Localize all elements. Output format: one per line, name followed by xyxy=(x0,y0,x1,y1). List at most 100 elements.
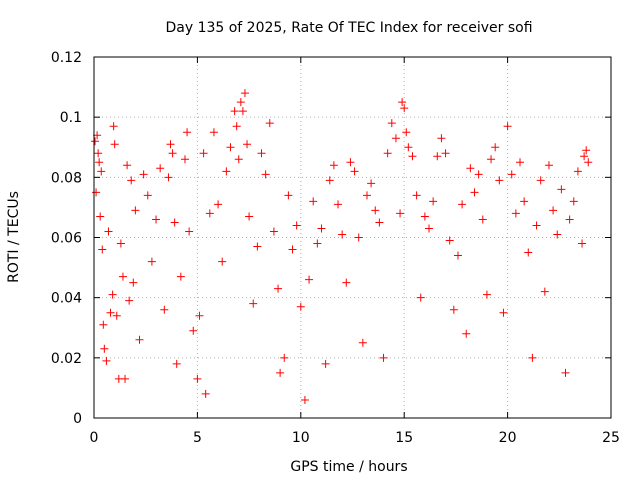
y-tick-label: 0.02 xyxy=(51,351,82,367)
data-point xyxy=(147,257,156,266)
x-tick-label: 25 xyxy=(602,430,620,446)
data-point xyxy=(257,149,266,158)
data-point xyxy=(226,143,235,152)
y-tick-label: 0.04 xyxy=(51,291,82,307)
data-point xyxy=(201,389,210,398)
x-tick-label: 0 xyxy=(90,430,99,446)
data-point xyxy=(544,161,553,170)
data-point xyxy=(127,176,136,185)
data-point xyxy=(232,122,241,131)
data-point xyxy=(300,395,309,404)
data-point xyxy=(329,161,338,170)
data-point xyxy=(321,359,330,368)
data-point xyxy=(309,197,318,206)
data-point xyxy=(249,299,258,308)
data-point xyxy=(458,200,467,209)
data-point xyxy=(466,164,475,173)
data-point xyxy=(176,272,185,281)
data-point xyxy=(243,140,252,149)
data-point xyxy=(557,185,566,194)
data-point xyxy=(139,170,148,179)
data-point xyxy=(116,239,125,248)
data-point xyxy=(491,143,500,152)
y-tick-label: 0.1 xyxy=(60,110,82,126)
data-point xyxy=(276,368,285,377)
x-tick-label: 5 xyxy=(193,430,202,446)
data-point xyxy=(185,227,194,236)
data-point xyxy=(449,305,458,314)
data-point xyxy=(367,179,376,188)
data-point xyxy=(482,290,491,299)
data-point xyxy=(100,344,109,353)
data-point xyxy=(92,188,101,197)
data-point xyxy=(296,302,305,311)
data-point xyxy=(97,167,106,176)
data-point xyxy=(253,242,262,251)
data-point xyxy=(209,128,218,137)
data-point xyxy=(516,158,525,167)
x-tick-label: 20 xyxy=(499,430,517,446)
data-point xyxy=(218,257,227,266)
data-point xyxy=(274,284,283,293)
data-point xyxy=(195,311,204,320)
data-point xyxy=(379,353,388,362)
data-point xyxy=(102,356,111,365)
data-point xyxy=(540,287,549,296)
data-point xyxy=(125,296,134,305)
data-point xyxy=(183,128,192,137)
data-point xyxy=(398,98,407,107)
data-point xyxy=(346,158,355,167)
data-point xyxy=(387,119,396,128)
y-tick-label: 0.12 xyxy=(51,50,82,66)
data-point xyxy=(402,128,411,137)
data-point xyxy=(108,290,117,299)
data-point xyxy=(170,218,179,227)
data-point xyxy=(396,209,405,218)
axes-layer: 0 5 10 15 20 25 0 0.02 0.04 0.06 0.08 0.1 0.12 xyxy=(51,50,620,446)
data-point xyxy=(408,152,417,161)
data-point xyxy=(205,209,214,218)
data-point xyxy=(478,215,487,224)
data-point xyxy=(96,212,105,221)
data-point xyxy=(164,173,173,182)
data-point xyxy=(118,272,127,281)
data-point xyxy=(453,251,462,260)
data-point xyxy=(230,107,239,116)
x-tick-label: 10 xyxy=(292,430,310,446)
data-point xyxy=(358,338,367,347)
data-point xyxy=(391,134,400,143)
data-point xyxy=(470,188,479,197)
data-point xyxy=(371,206,380,215)
data-point xyxy=(524,248,533,257)
data-point xyxy=(129,278,138,287)
data-point xyxy=(462,329,471,338)
data-point xyxy=(503,122,512,131)
data-point xyxy=(375,218,384,227)
data-point xyxy=(193,374,202,383)
data-point xyxy=(160,305,169,314)
data-point xyxy=(95,158,104,167)
data-point xyxy=(561,368,570,377)
data-point xyxy=(362,191,371,200)
data-point xyxy=(305,275,314,284)
data-point xyxy=(420,212,429,221)
data-point xyxy=(325,176,334,185)
data-point xyxy=(152,215,161,224)
data-point xyxy=(511,209,520,218)
data-point xyxy=(416,293,425,302)
data-point xyxy=(199,149,208,158)
data-point xyxy=(334,200,343,209)
data-point xyxy=(569,197,578,206)
data-point xyxy=(123,161,132,170)
data-point xyxy=(288,245,297,254)
data-point xyxy=(425,224,434,233)
data-point xyxy=(313,239,322,248)
data-point xyxy=(292,221,301,230)
data-point xyxy=(565,215,574,224)
data-point xyxy=(280,353,289,362)
data-point xyxy=(487,155,496,164)
data-point xyxy=(553,230,562,239)
points-layer xyxy=(91,89,593,404)
y-tick-label: 0 xyxy=(73,411,82,427)
y-axis-label: ROTI / TECUs xyxy=(6,191,22,283)
